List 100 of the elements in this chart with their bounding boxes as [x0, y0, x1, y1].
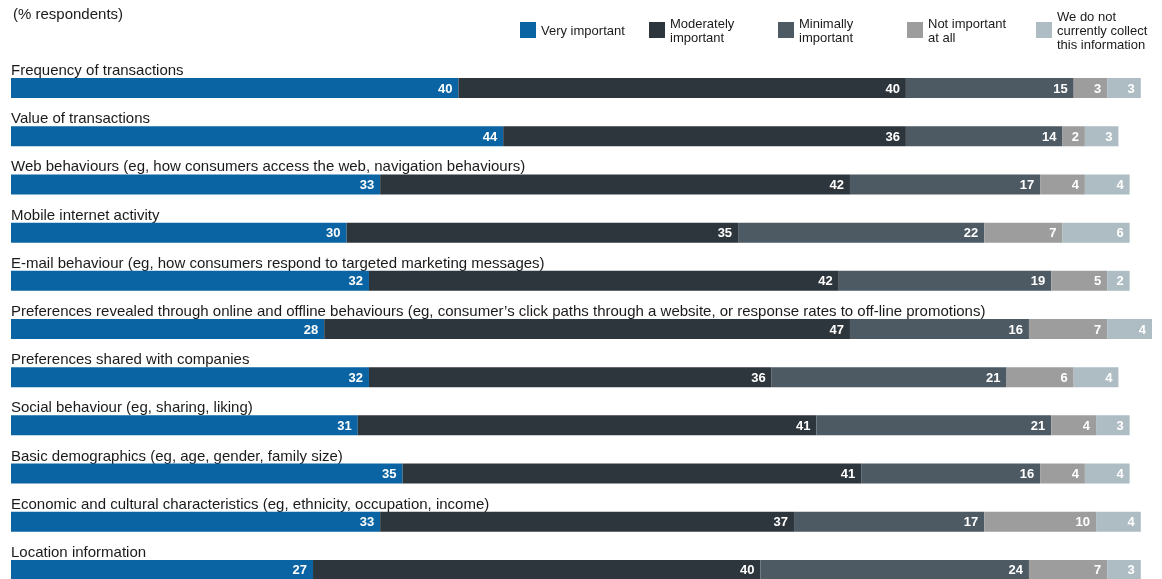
- data-label: 33: [359, 514, 375, 530]
- bar: [313, 559, 761, 579]
- bar: [368, 270, 839, 291]
- bar: [357, 415, 817, 436]
- legend-label: Very important: [541, 22, 626, 38]
- bar: [1107, 319, 1152, 339]
- bar: [905, 78, 1074, 99]
- data-label: 27: [292, 562, 308, 578]
- bar: [1073, 367, 1119, 388]
- data-label: 3: [1127, 562, 1135, 578]
- data-label: 5: [1094, 273, 1102, 289]
- bar: [1084, 463, 1130, 484]
- bar: [849, 174, 1041, 195]
- y-tick-label: Economic and cultural characteristics (eg, ethnicity, occupation, income): [11, 494, 490, 512]
- data-label: 40: [885, 80, 900, 96]
- bar: [984, 511, 1097, 532]
- data-label: 17: [1019, 176, 1035, 192]
- data-label: 31: [337, 417, 352, 433]
- legend-label: Minimally important: [799, 15, 854, 45]
- y-tick-label: Web behaviours (eg, how consumers access the web, navigation behaviours): [11, 157, 526, 175]
- bar: [1051, 415, 1097, 436]
- data-label: 16: [1019, 466, 1035, 482]
- data-label: 4: [1105, 369, 1114, 385]
- data-label: 44: [482, 128, 498, 144]
- legend-label: Not important at all: [928, 15, 1007, 45]
- data-label: 7: [1049, 225, 1057, 241]
- bar: [816, 415, 1052, 436]
- bar: [11, 174, 381, 195]
- bar: [11, 222, 347, 243]
- y-tick-label: Social behaviour (eg, sharing, liking): [11, 398, 253, 416]
- bar: [984, 222, 1063, 243]
- data-label: 15: [1053, 80, 1068, 96]
- data-label: 14: [1042, 128, 1058, 144]
- bar: [11, 463, 403, 484]
- data-label: 3: [1094, 80, 1102, 96]
- data-label: 2: [1071, 128, 1079, 144]
- bar: [1107, 270, 1130, 291]
- legend-label: Moderately important: [670, 15, 735, 45]
- data-label: 41: [795, 417, 811, 433]
- data-label: 19: [1030, 273, 1046, 289]
- bar: [11, 559, 314, 579]
- bar: [11, 319, 325, 339]
- data-label: 36: [885, 128, 900, 144]
- y-tick-label: Preferences revealed through online and offline behaviours (eg, consumer’s click paths through a website, or response rates to off-line promotions): [11, 302, 986, 319]
- data-label: 22: [963, 225, 979, 241]
- data-label: 24: [1008, 562, 1024, 578]
- data-label: 4: [1082, 417, 1091, 433]
- bar: [905, 126, 1063, 147]
- bar: [838, 270, 1052, 291]
- bar: [11, 511, 381, 532]
- bar: [503, 126, 906, 147]
- data-label: 17: [963, 514, 979, 530]
- y-tick-label: Preferences shared with companies: [11, 350, 250, 368]
- data-label: 28: [303, 321, 319, 337]
- bar: [380, 511, 795, 532]
- bar: [11, 415, 358, 436]
- data-label: 3: [1127, 80, 1135, 96]
- data-label: 41: [840, 466, 856, 482]
- legend-label: We do not currently collect this information: [1057, 8, 1148, 52]
- bar: [11, 126, 504, 147]
- bar: [11, 270, 369, 291]
- data-label: 4: [1138, 321, 1147, 337]
- bar: [1062, 222, 1130, 243]
- bar: [1107, 559, 1141, 579]
- data-label: 32: [348, 369, 363, 385]
- data-label: 7: [1094, 562, 1102, 578]
- data-label: 7: [1094, 321, 1102, 337]
- bar: [1096, 415, 1130, 436]
- chart-title: (% respondents): [13, 5, 124, 22]
- data-label: 33: [359, 176, 375, 192]
- data-label: 4: [1071, 466, 1080, 482]
- data-label: 40: [437, 80, 453, 96]
- bar: [861, 463, 1041, 484]
- bar: [849, 319, 1029, 339]
- data-label: 37: [773, 514, 789, 530]
- bar: [368, 367, 772, 388]
- data-label: 4: [1127, 514, 1136, 530]
- data-label: 3: [1105, 128, 1113, 144]
- data-label: 21: [986, 369, 1001, 385]
- bar: [738, 222, 985, 243]
- data-label: 4: [1071, 176, 1080, 192]
- bar: [1051, 270, 1108, 291]
- data-label: 3: [1116, 417, 1124, 433]
- data-label: 30: [326, 225, 341, 241]
- y-tick-label: Location information: [11, 542, 147, 560]
- data-label: 2: [1116, 273, 1124, 289]
- data-label: 6: [1116, 225, 1124, 241]
- data-label: 4: [1116, 466, 1125, 482]
- bar: [1028, 319, 1108, 339]
- bar: [324, 319, 850, 339]
- y-tick-label: Value of transactions: [11, 109, 150, 127]
- data-label: 10: [1075, 514, 1091, 530]
- data-label: 32: [348, 273, 363, 289]
- y-tick-label: Frequency of transactions: [11, 61, 184, 79]
- bar: [1006, 367, 1074, 388]
- data-label: 6: [1060, 369, 1068, 385]
- bar: [11, 367, 369, 388]
- data-label: 16: [1008, 321, 1023, 337]
- data-label: 42: [818, 273, 833, 289]
- data-label: 4: [1116, 176, 1125, 192]
